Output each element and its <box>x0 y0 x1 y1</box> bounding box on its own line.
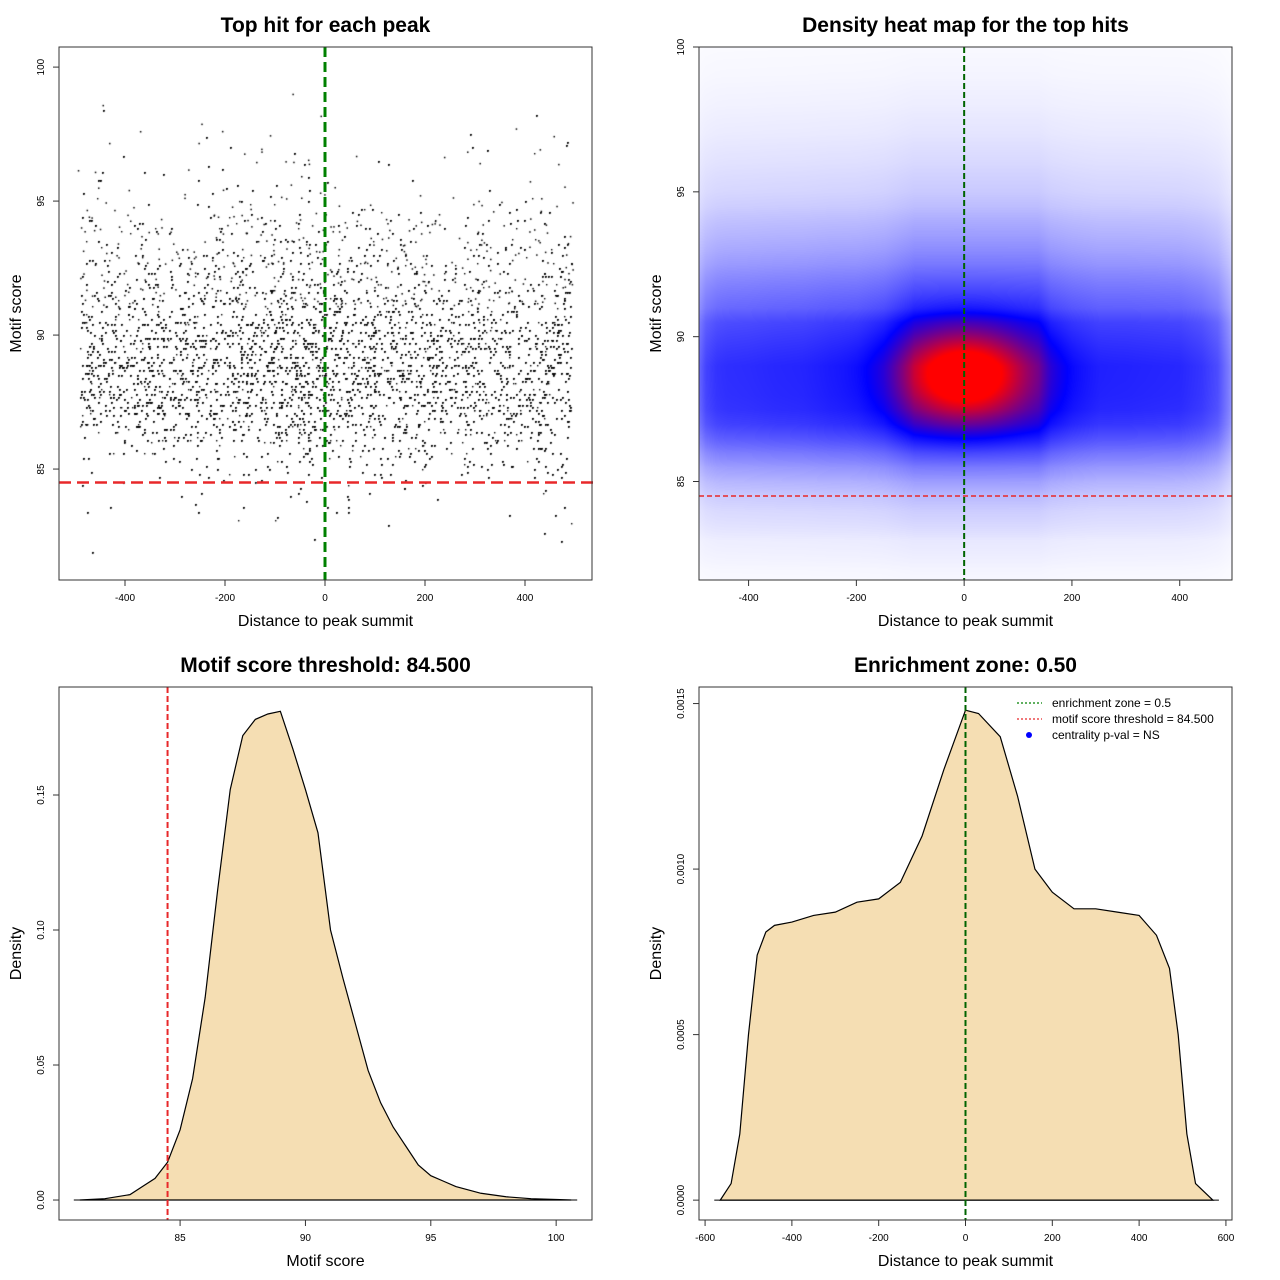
x-tick-label: 0 <box>963 1233 969 1244</box>
y-tick-label: 0.10 <box>36 920 47 940</box>
legend-entry: centrality p-val = NS <box>1052 728 1160 742</box>
x-tick-label: -400 <box>739 593 759 604</box>
plot-frame <box>58 686 593 1221</box>
x-tick-label: -400 <box>115 593 135 604</box>
y-tick-label: 0.0000 <box>676 1184 687 1215</box>
x-tick-label: 200 <box>417 593 434 604</box>
x-tick-label: -600 <box>695 1233 715 1244</box>
x-tick-label: -200 <box>846 593 866 604</box>
y-tick-label: 0.05 <box>36 1055 47 1075</box>
y-axis-label: Motif score <box>648 274 665 352</box>
y-tick-label: 0.0010 <box>676 853 687 884</box>
y-tick-label: 100 <box>36 58 47 75</box>
y-tick-label: 95 <box>676 186 687 198</box>
x-tick-label: 400 <box>1171 593 1188 604</box>
plot-frame <box>698 46 1233 581</box>
y-tick-label: 0.0015 <box>676 688 687 719</box>
x-axis-label: Distance to peak summit <box>878 1253 1054 1270</box>
x-tick-label: 400 <box>1131 1233 1148 1244</box>
x-tick-label: -200 <box>869 1233 889 1244</box>
y-axis-label: Density <box>8 927 25 980</box>
x-tick-label: 100 <box>548 1233 565 1244</box>
y-tick-label: 85 <box>36 463 47 475</box>
legend-entry: enrichment zone = 0.5 <box>1052 696 1171 710</box>
y-axis-label: Density <box>648 927 665 980</box>
x-tick-label: 90 <box>300 1233 312 1244</box>
x-axis-label: Distance to peak summit <box>878 613 1054 630</box>
x-tick-label: -400 <box>782 1233 802 1244</box>
density-heatmap <box>699 47 1232 580</box>
x-tick-label: 0 <box>322 593 328 604</box>
y-tick-label: 95 <box>36 195 47 207</box>
x-tick-label: 95 <box>425 1233 437 1244</box>
legend-entry: motif score threshold = 84.500 <box>1052 712 1214 726</box>
density-curve <box>719 709 1215 1201</box>
chart-title: Motif score threshold: 84.500 <box>180 654 471 677</box>
y-tick-label: 0.0005 <box>676 1019 687 1050</box>
x-axis-label: Motif score <box>286 1253 364 1270</box>
legend-point-icon <box>1026 732 1032 738</box>
x-tick-label: 85 <box>175 1233 187 1244</box>
chart-title: Enrichment zone: 0.50 <box>854 654 1077 677</box>
y-tick-label: 85 <box>676 476 687 488</box>
y-tick-label: 90 <box>676 331 687 343</box>
chart-title: Density heat map for the top hits <box>802 14 1129 37</box>
y-tick-label: 100 <box>676 38 687 55</box>
x-tick-label: 400 <box>517 593 534 604</box>
density-curve <box>79 710 572 1201</box>
x-tick-label: 200 <box>1044 1233 1061 1244</box>
x-tick-label: -200 <box>215 593 235 604</box>
chart-title: Top hit for each peak <box>221 14 431 37</box>
x-tick-label: 200 <box>1064 593 1081 604</box>
x-tick-label: 0 <box>961 593 967 604</box>
y-axis-label: Motif score <box>8 274 25 352</box>
x-tick-label: 600 <box>1218 1233 1235 1244</box>
x-axis-label: Distance to peak summit <box>238 613 414 630</box>
y-tick-label: 0.15 <box>36 785 47 805</box>
y-tick-label: 0.00 <box>36 1190 47 1210</box>
y-tick-label: 90 <box>36 329 47 341</box>
